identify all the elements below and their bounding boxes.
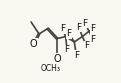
- Text: F: F: [84, 41, 90, 50]
- Text: OCH₃: OCH₃: [41, 64, 61, 73]
- Text: O: O: [30, 39, 38, 49]
- Text: F: F: [82, 19, 87, 28]
- Text: F: F: [64, 45, 70, 54]
- Text: F: F: [76, 23, 82, 32]
- Text: F: F: [74, 51, 79, 60]
- Text: F: F: [90, 24, 96, 33]
- Text: F: F: [90, 35, 96, 44]
- Text: O: O: [53, 54, 61, 64]
- Text: F: F: [60, 24, 65, 33]
- Text: F: F: [66, 29, 72, 38]
